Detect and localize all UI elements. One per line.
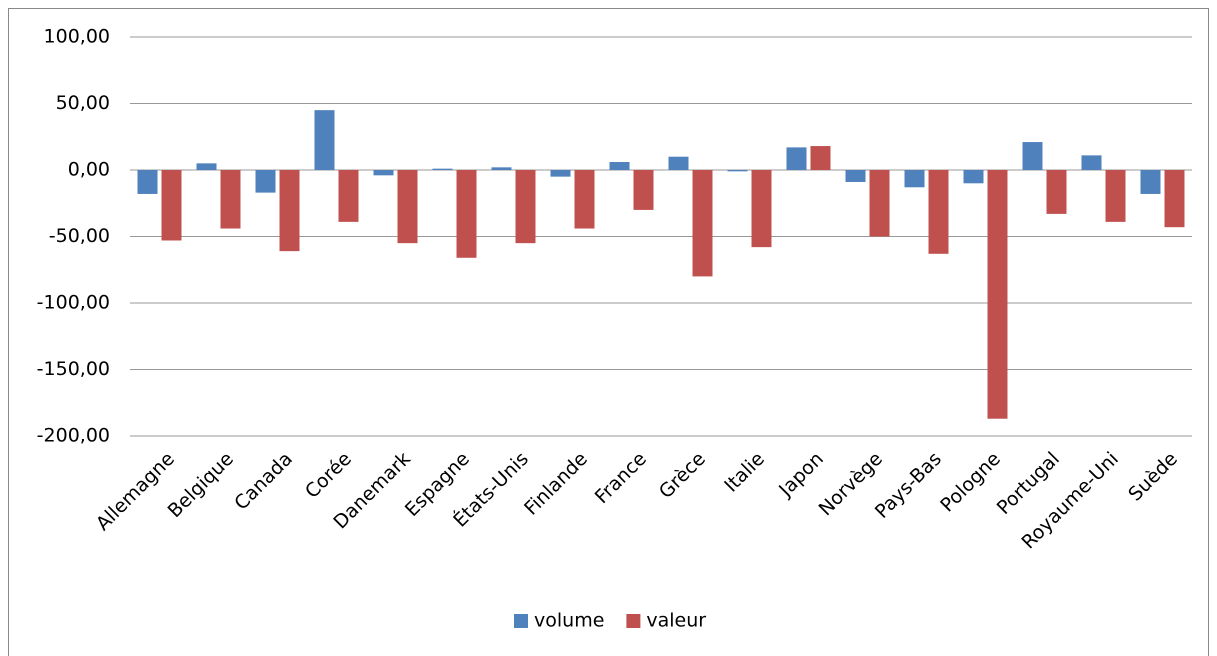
legend-label: valeur [646,610,706,632]
bar [810,146,831,170]
bar [1022,142,1043,170]
bar [373,170,394,176]
bar [432,168,453,170]
bar [550,170,571,177]
bar [845,170,866,182]
y-tick-label: -200,00 [37,425,110,447]
bar [869,170,890,237]
bar [574,170,595,229]
bar [633,170,654,210]
bar [397,170,418,244]
bar [987,170,1008,419]
y-tick-label: 0,00 [68,159,110,181]
y-tick-label: -100,00 [37,292,110,314]
bar [137,170,158,194]
bar [786,147,807,170]
chart-frame [8,8,1209,656]
bar [1164,170,1185,228]
y-tick-label: 100,00 [44,26,110,48]
legend-swatch [626,614,641,628]
bar [196,163,217,170]
bar [220,170,241,229]
bar [1046,170,1067,214]
legend-label: volume [534,610,604,632]
y-tick-label: -150,00 [37,358,110,380]
bar [727,170,748,172]
bar [1081,155,1102,170]
y-tick-label: -50,00 [49,225,110,247]
bar [1105,170,1126,222]
bar [491,167,512,170]
bar [314,110,335,170]
bar [904,170,925,188]
bar [279,170,300,252]
y-tick-label: 50,00 [56,92,110,114]
bar [692,170,713,277]
bar [1140,170,1161,194]
bar [609,162,630,170]
bar [161,170,182,241]
bar [668,156,689,170]
bar [515,170,536,244]
bar [255,170,276,193]
bar [338,170,359,222]
bar [963,170,984,184]
bar [928,170,949,254]
bar [456,170,477,258]
legend-swatch [514,614,528,628]
bar [751,170,772,248]
